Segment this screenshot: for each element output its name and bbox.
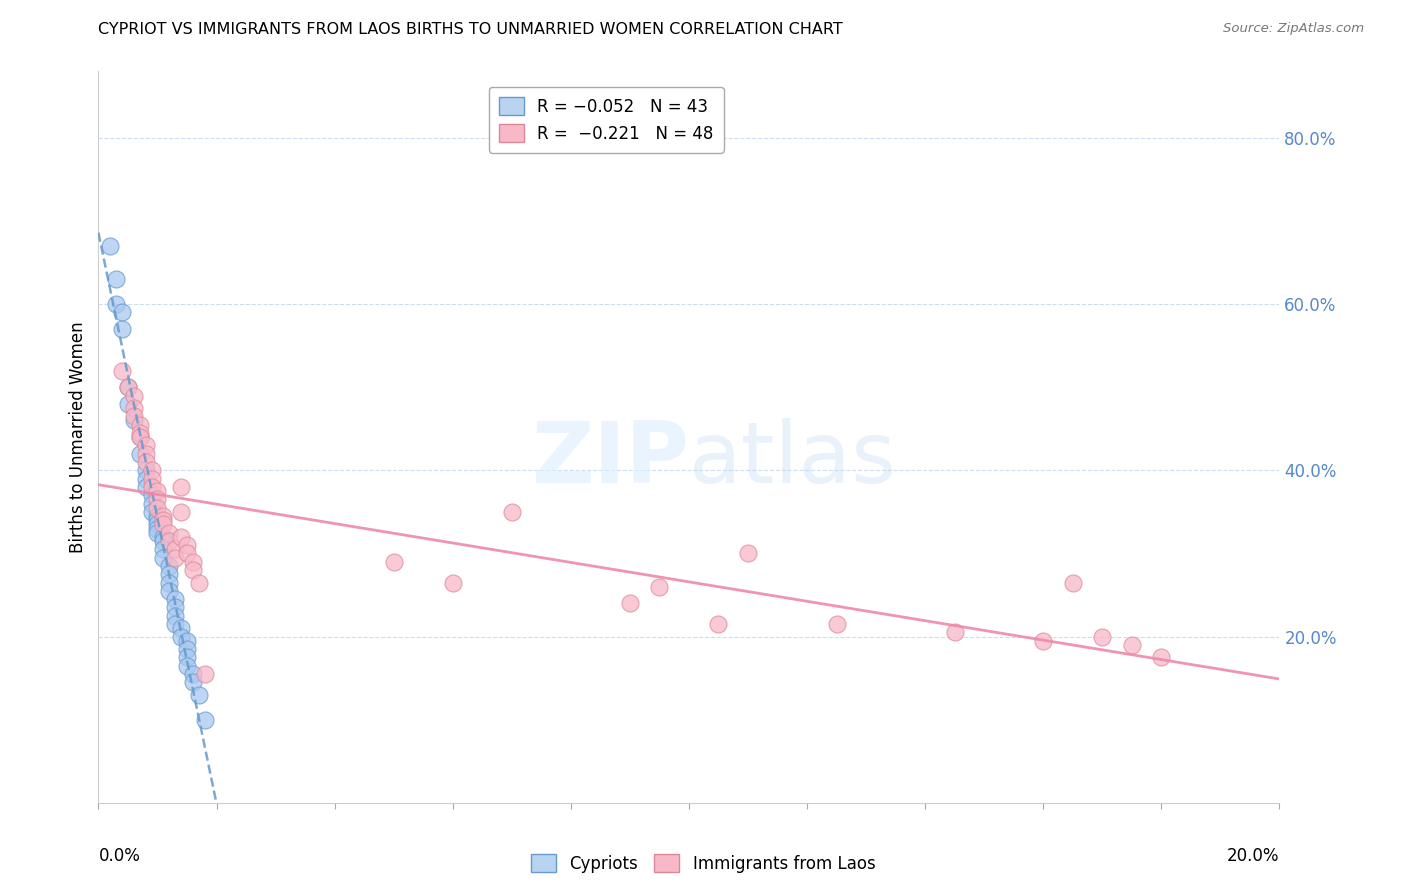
Point	[146, 492, 169, 507]
Point	[128, 430, 150, 444]
Point	[152, 530, 174, 544]
Point	[141, 480, 163, 494]
Point	[105, 297, 128, 311]
Point	[176, 538, 198, 552]
Point	[441, 575, 464, 590]
Point	[141, 488, 163, 502]
Point	[1062, 575, 1084, 590]
Point	[128, 425, 150, 440]
Point	[157, 525, 180, 540]
Point	[128, 447, 150, 461]
Point	[165, 592, 187, 607]
Point	[117, 397, 139, 411]
Point	[165, 608, 187, 623]
Point	[111, 322, 134, 336]
Point	[146, 525, 169, 540]
Point	[176, 633, 198, 648]
Point	[146, 521, 169, 535]
Point	[122, 409, 145, 424]
Point	[135, 472, 157, 486]
Point	[619, 596, 641, 610]
Point	[194, 667, 217, 681]
Legend: R = −0.052   N = 43, R =  −0.221   N = 48: R = −0.052 N = 43, R = −0.221 N = 48	[489, 87, 724, 153]
Point	[152, 509, 174, 524]
Point	[170, 621, 193, 635]
Point	[146, 509, 169, 524]
Point	[157, 583, 180, 598]
Text: CYPRIOT VS IMMIGRANTS FROM LAOS BIRTHS TO UNMARRIED WOMEN CORRELATION CHART: CYPRIOT VS IMMIGRANTS FROM LAOS BIRTHS T…	[98, 22, 844, 37]
Point	[170, 480, 193, 494]
Point	[128, 417, 150, 432]
Point	[194, 713, 217, 727]
Point	[117, 380, 139, 394]
Point	[117, 380, 139, 394]
Point	[1150, 650, 1173, 665]
Point	[181, 667, 204, 681]
Point	[501, 505, 523, 519]
Point	[181, 675, 204, 690]
Point	[152, 550, 174, 565]
Point	[141, 472, 163, 486]
Point	[176, 642, 198, 657]
Point	[135, 463, 157, 477]
Point	[157, 533, 180, 548]
Point	[98, 239, 121, 253]
Point	[187, 688, 209, 702]
Point	[141, 463, 163, 477]
Point	[170, 505, 193, 519]
Point	[122, 388, 145, 402]
Point	[737, 546, 759, 560]
Legend: Cypriots, Immigrants from Laos: Cypriots, Immigrants from Laos	[524, 847, 882, 880]
Point	[170, 630, 193, 644]
Text: atlas: atlas	[689, 417, 897, 500]
Point	[152, 533, 174, 548]
Point	[146, 484, 169, 499]
Text: Source: ZipAtlas.com: Source: ZipAtlas.com	[1223, 22, 1364, 36]
Point	[122, 401, 145, 415]
Point	[176, 650, 198, 665]
Point	[165, 617, 187, 632]
Point	[105, 272, 128, 286]
Point	[146, 500, 169, 515]
Point	[825, 617, 848, 632]
Point	[176, 546, 198, 560]
Y-axis label: Births to Unmarried Women: Births to Unmarried Women	[69, 321, 87, 553]
Point	[135, 447, 157, 461]
Point	[111, 363, 134, 377]
Point	[152, 517, 174, 532]
Point	[122, 413, 145, 427]
Point	[135, 480, 157, 494]
Point	[152, 513, 174, 527]
Text: ZIP: ZIP	[531, 417, 689, 500]
Point	[157, 558, 180, 573]
Text: 20.0%: 20.0%	[1227, 847, 1279, 864]
Point	[141, 497, 163, 511]
Point	[128, 430, 150, 444]
Point	[176, 658, 198, 673]
Text: 0.0%: 0.0%	[98, 847, 141, 864]
Point	[157, 567, 180, 582]
Point	[648, 580, 671, 594]
Point	[382, 555, 405, 569]
Point	[707, 617, 730, 632]
Point	[111, 305, 134, 319]
Point	[135, 455, 157, 469]
Point	[141, 505, 163, 519]
Point	[1091, 630, 1114, 644]
Point	[157, 575, 180, 590]
Point	[181, 563, 204, 577]
Point	[181, 555, 204, 569]
Point	[1032, 633, 1054, 648]
Point	[135, 438, 157, 452]
Point	[187, 575, 209, 590]
Point	[152, 542, 174, 557]
Point	[146, 513, 169, 527]
Point	[165, 542, 187, 557]
Point	[146, 517, 169, 532]
Point	[170, 530, 193, 544]
Point	[943, 625, 966, 640]
Point	[165, 550, 187, 565]
Point	[165, 600, 187, 615]
Point	[1121, 638, 1143, 652]
